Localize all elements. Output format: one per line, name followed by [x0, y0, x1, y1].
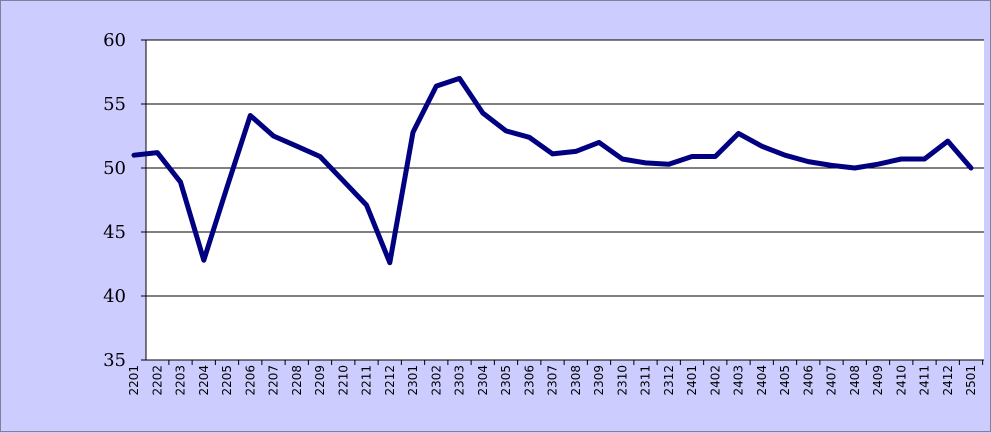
x-tick-label: 2501: [964, 365, 978, 396]
data-point: [504, 128, 508, 133]
x-tick-label: 2403: [732, 365, 746, 396]
data-point: [783, 153, 787, 158]
data-point: [225, 185, 229, 190]
data-point: [573, 149, 578, 154]
data-point: [132, 153, 136, 158]
data-point: [527, 135, 532, 140]
y-tick-label: 35: [103, 350, 126, 371]
data-point: [457, 76, 462, 81]
data-point: [969, 166, 973, 170]
y-tick-labels: 35 40 45 50 55 60: [103, 30, 126, 371]
data-point: [876, 162, 880, 167]
data-point: [713, 154, 718, 159]
x-tick-label: 2407: [825, 365, 839, 396]
data-point: [178, 180, 183, 185]
x-tick-label: 2303: [453, 365, 467, 396]
data-point: [480, 110, 485, 115]
data-point: [922, 157, 927, 162]
data-point: [387, 260, 392, 265]
data-point: [318, 154, 322, 159]
axes: [145, 40, 984, 365]
x-tick-label: 2202: [150, 365, 164, 396]
x-tick-label: 2301: [406, 365, 420, 396]
y-tick-label: 40: [103, 286, 126, 307]
data-point: [201, 258, 206, 263]
x-tick-labels: 2201 2202 2203 2204 2205 2206 2207 2208 2209 2210…: [127, 365, 978, 396]
data-point: [271, 134, 276, 138]
data-point: [411, 130, 415, 135]
x-tick-label: 2203: [174, 365, 188, 396]
x-tick-label: 2204: [197, 365, 211, 396]
y-tick-label: 55: [103, 94, 126, 115]
data-point: [155, 150, 160, 155]
x-tick-label: 2406: [801, 365, 815, 396]
data-point: [643, 160, 648, 165]
x-tick-label: 2410: [894, 365, 908, 396]
data-point: [620, 157, 625, 162]
data-point: [550, 151, 555, 156]
x-tick-label: 2211: [360, 365, 374, 396]
data-point: [945, 139, 950, 144]
data-point: [690, 154, 694, 159]
data-point: [759, 144, 764, 149]
y-tick-label: 45: [103, 222, 126, 243]
x-tick-label: 2312: [662, 365, 676, 396]
x-tick-label: 2412: [941, 365, 955, 396]
x-tick-label: 2305: [499, 365, 513, 396]
x-tick-label: 2405: [778, 365, 792, 396]
plot-area: [146, 40, 984, 360]
x-tick-label: 2401: [685, 365, 699, 396]
x-tick-label: 2408: [848, 365, 862, 396]
x-tick-label: 2304: [476, 365, 490, 396]
series-layer: [131, 75, 974, 266]
x-tick-label: 2210: [336, 365, 350, 396]
x-tick-label: 2310: [615, 365, 629, 396]
x-tick-label: 2308: [569, 365, 583, 396]
y-tick-label: 60: [103, 30, 126, 51]
x-tick-label: 2206: [243, 365, 257, 396]
x-tick-label: 2207: [267, 365, 281, 396]
x-tick-label: 2302: [429, 365, 443, 396]
x-tick-label: 2209: [313, 365, 327, 396]
data-point: [248, 113, 253, 118]
x-tick-label: 2411: [918, 365, 932, 396]
x-tick-label: 2208: [290, 365, 304, 396]
data-point: [829, 163, 834, 168]
data-point: [364, 203, 369, 208]
x-tick-label: 2311: [639, 365, 653, 396]
data-point: [597, 140, 601, 145]
x-tick-label: 2201: [127, 365, 141, 396]
x-tick-label: 2309: [592, 365, 606, 396]
data-point: [736, 131, 741, 136]
x-tick-label: 2205: [220, 365, 234, 396]
data-point: [341, 178, 346, 183]
data-point: [434, 84, 439, 89]
data-point: [806, 159, 811, 164]
x-tick-label: 2402: [708, 365, 722, 396]
x-tick-label: 2212: [383, 365, 397, 396]
data-point: [852, 166, 857, 170]
data-point: [294, 144, 299, 149]
data-point: [666, 162, 671, 167]
x-tick-label: 2306: [522, 365, 536, 396]
x-tick-label: 2409: [871, 365, 885, 396]
data-point: [899, 157, 904, 162]
x-tick-label: 2307: [546, 365, 560, 396]
x-tick-label: 2404: [755, 365, 769, 396]
y-tick-label: 50: [103, 158, 126, 179]
